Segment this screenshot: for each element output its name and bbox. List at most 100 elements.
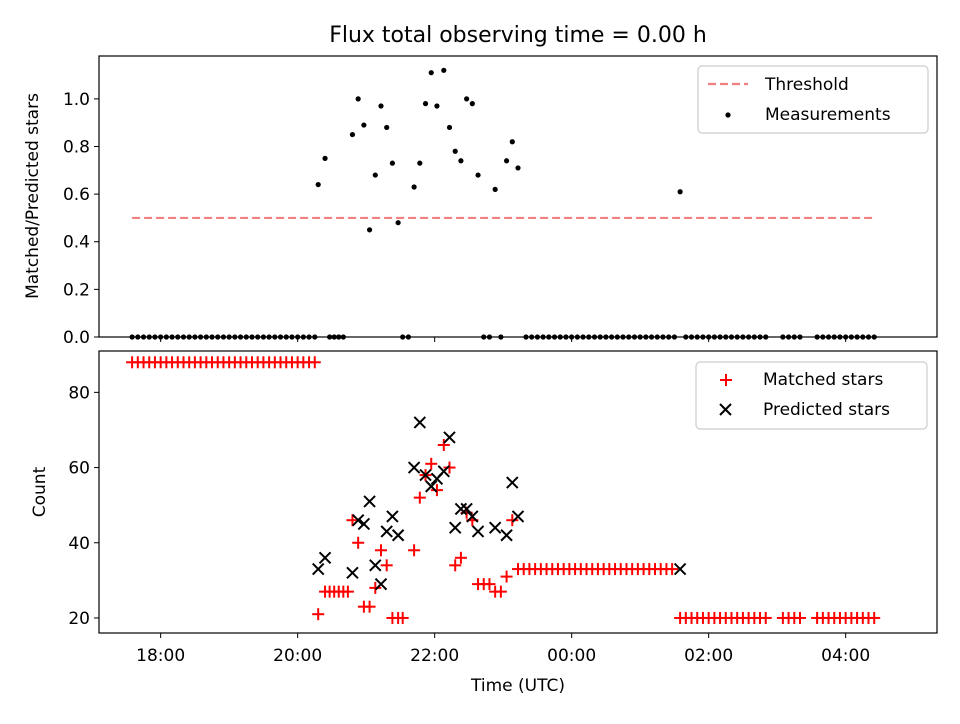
measurement-point — [395, 220, 401, 226]
bottom-y-axis: 20 40 60 80 — [68, 383, 99, 629]
x-tick-label: 22:00 — [410, 646, 459, 666]
measurement-point — [378, 103, 384, 109]
measurement-point — [458, 158, 464, 164]
x-tick-label: 00:00 — [547, 646, 596, 666]
measurement-point — [441, 67, 447, 73]
x-tick-label: 18:00 — [136, 646, 185, 666]
chart-title: Flux total observing time = 0.00 h — [329, 23, 707, 48]
measurement-point — [509, 139, 515, 145]
predicted-star-point — [374, 577, 388, 591]
top-y-tick-label: 0.8 — [63, 137, 90, 157]
predicted-star-point — [673, 562, 687, 576]
measurement-point — [428, 70, 434, 76]
matched-star-point — [759, 611, 772, 624]
top-y-tick-label: 0.4 — [63, 233, 90, 253]
matched-star-point — [483, 578, 496, 591]
predicted-star-point — [311, 562, 325, 576]
measurement-point — [361, 122, 367, 128]
measurement-point — [315, 181, 321, 188]
predicted-star-point — [407, 461, 421, 474]
predicted-star-point — [386, 510, 399, 523]
bottom-y-tick-label: 20 — [68, 609, 90, 629]
matched-star-point — [408, 544, 421, 557]
measurement-point — [677, 189, 683, 195]
matched-star-point — [374, 544, 387, 557]
top-panel: 0.0 0.2 0.4 0.6 0.8 1.0 Matched/Predicted sta… — [23, 55, 938, 348]
measurement-point — [417, 160, 423, 166]
measurements-legend-label: Measurements — [765, 105, 891, 125]
predicted-star-point — [500, 529, 513, 542]
matched-star-point — [793, 611, 806, 624]
predicted-legend-label: Predicted stars — [763, 400, 890, 420]
threshold-legend-label: Threshold — [764, 75, 849, 95]
predicted-star-point — [506, 476, 519, 489]
measurements-legend-swatch — [725, 112, 731, 118]
measurement-point — [446, 124, 453, 131]
top-legend-box — [697, 65, 929, 134]
measurement-point — [452, 148, 458, 154]
measurement-point — [355, 96, 361, 102]
measurement-point — [422, 101, 429, 107]
predicted-star-point — [413, 416, 427, 429]
predicted-star-point — [448, 521, 462, 534]
predicted-star-point — [391, 529, 405, 542]
top-axes-frame — [98, 55, 938, 338]
measurement-point — [503, 158, 510, 164]
matched-star-point — [506, 514, 519, 527]
measurement-point — [434, 103, 440, 109]
measurement-point — [469, 101, 475, 107]
matched-star-point — [449, 559, 462, 572]
predicted-star-point — [363, 495, 376, 508]
matched-legend-swatch — [720, 374, 732, 386]
bottom-y-tick-label: 80 — [68, 383, 90, 403]
matched-star-point — [437, 439, 450, 451]
predicted-star-point — [443, 431, 456, 444]
measurement-point — [384, 124, 390, 131]
x-tick-label: 02:00 — [684, 646, 733, 666]
bottom-y-tick-label: 40 — [68, 534, 90, 554]
predicted-star-point — [380, 525, 393, 538]
matched-star-point — [396, 611, 409, 624]
bottom-y-tick-label: 60 — [68, 459, 90, 479]
bottom-x-axis: 18:00 20:00 22:00 00:00 02:00 04:00 — [136, 633, 870, 666]
matched-star-point — [363, 600, 376, 613]
predicted-star-point — [466, 510, 479, 523]
matched-star-point — [341, 585, 354, 598]
predicted-star-point — [369, 559, 382, 572]
measurement-point — [515, 165, 521, 171]
predicted-star-point — [351, 513, 365, 527]
matched-star-point — [352, 536, 365, 549]
matched-star-point — [308, 356, 321, 369]
top-legend: Threshold Measurements — [697, 65, 929, 134]
predicted-star-point — [357, 517, 371, 531]
top-x-axis — [160, 337, 847, 342]
measurement-point — [322, 155, 328, 161]
predicted-star-point — [419, 468, 432, 482]
predicted-star-point — [437, 465, 450, 478]
top-y-tick-label: 1.0 — [63, 90, 90, 110]
matched-legend-label: Matched stars — [763, 370, 883, 390]
measurement-point — [411, 184, 417, 190]
matched-star-point — [868, 611, 881, 624]
top-y-tick-label: 0.6 — [63, 185, 90, 205]
top-y-tick-label: 0.2 — [63, 280, 90, 300]
predicted-legend-swatch — [719, 403, 732, 416]
bottom-plot-area — [126, 356, 881, 624]
top-y-tick-label: 0.0 — [63, 328, 90, 348]
matched-star-point — [494, 585, 507, 598]
matched-star-point — [413, 491, 426, 504]
x-axis-label: Time (UTC) — [470, 676, 565, 696]
top-y-axis-label: Matched/Predicted stars — [23, 93, 43, 299]
measurement-point — [349, 131, 356, 138]
bottom-axes-frame — [98, 350, 938, 634]
matched-star-point — [454, 551, 467, 564]
measurement-point — [492, 186, 498, 192]
measurement-point — [366, 227, 373, 233]
predicted-star-point — [425, 480, 438, 493]
predicted-star-point — [460, 502, 473, 516]
x-tick-label: 04:00 — [821, 646, 870, 666]
matched-star-point — [443, 461, 456, 474]
measurement-point — [464, 96, 470, 102]
